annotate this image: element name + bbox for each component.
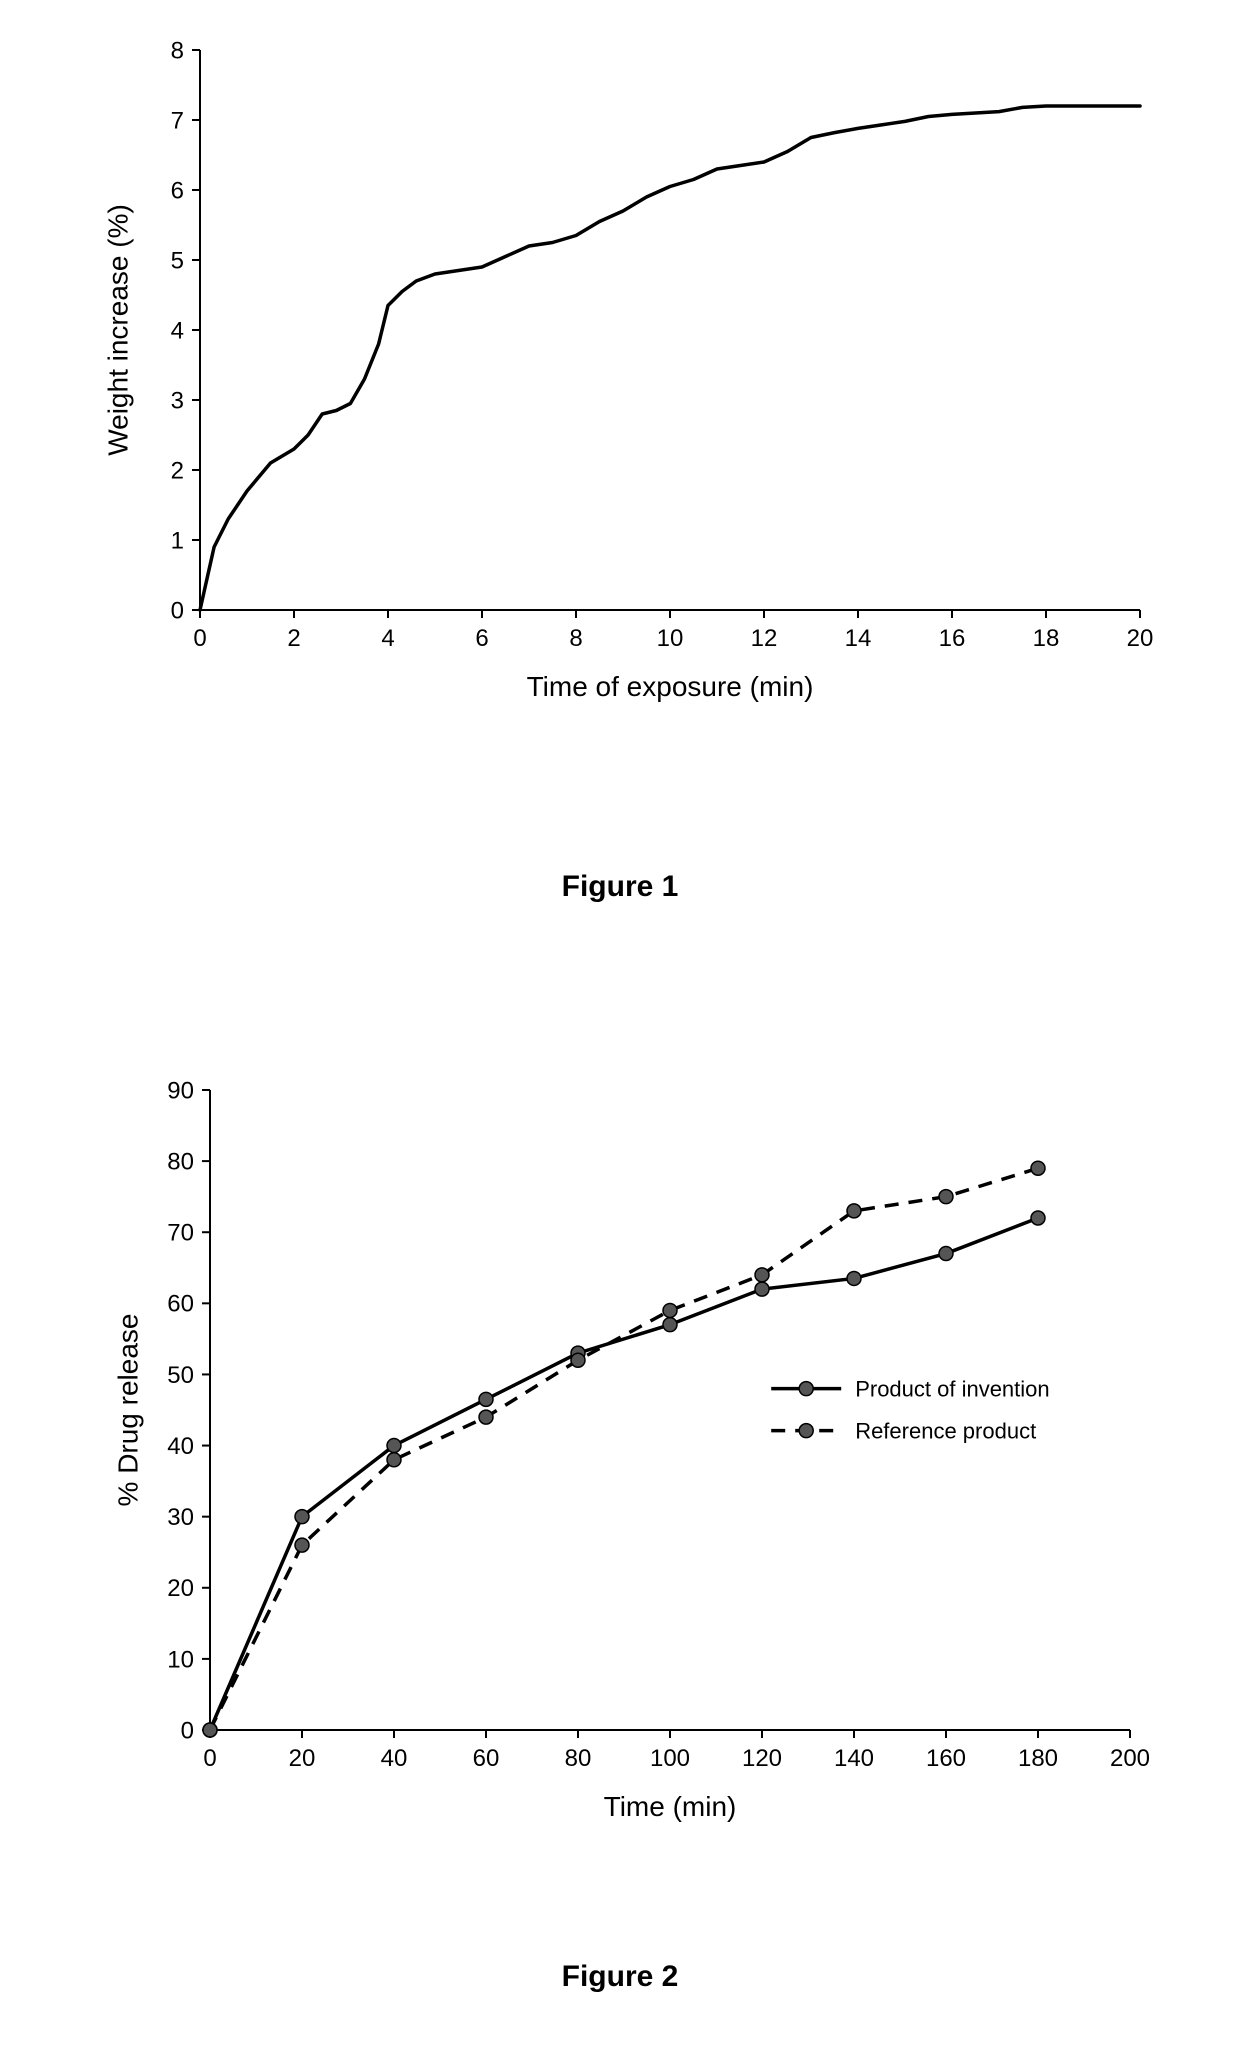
- svg-text:60: 60: [473, 1745, 500, 1772]
- svg-text:1: 1: [171, 527, 184, 554]
- svg-text:6: 6: [171, 177, 184, 204]
- svg-text:4: 4: [171, 317, 184, 344]
- svg-text:Reference product: Reference product: [855, 1418, 1036, 1443]
- svg-text:80: 80: [167, 1149, 194, 1176]
- svg-text:180: 180: [1018, 1745, 1058, 1772]
- svg-text:10: 10: [657, 625, 684, 652]
- svg-text:Time of exposure (min): Time of exposure (min): [527, 671, 814, 702]
- svg-text:160: 160: [926, 1745, 966, 1772]
- svg-text:30: 30: [167, 1504, 194, 1531]
- svg-text:20: 20: [289, 1745, 316, 1772]
- svg-text:Product of invention: Product of invention: [855, 1376, 1049, 1401]
- figure-2-chart: 0 20 40 60 80 100 120 140 160 180 200 0 10 20 30 40 50 60…: [110, 1070, 1150, 1875]
- svg-text:40: 40: [381, 1745, 408, 1772]
- svg-text:2: 2: [287, 625, 300, 652]
- svg-text:16: 16: [939, 625, 966, 652]
- svg-text:80: 80: [565, 1745, 592, 1772]
- svg-text:18: 18: [1033, 625, 1060, 652]
- svg-text:70: 70: [167, 1220, 194, 1247]
- svg-text:5: 5: [171, 247, 184, 274]
- svg-text:40: 40: [167, 1433, 194, 1460]
- svg-text:14: 14: [845, 625, 872, 652]
- svg-text:7: 7: [171, 107, 184, 134]
- svg-text:20: 20: [167, 1575, 194, 1602]
- svg-text:0: 0: [193, 625, 206, 652]
- svg-text:3: 3: [171, 387, 184, 414]
- figure-1-caption: Figure 1: [0, 870, 1240, 904]
- svg-text:120: 120: [742, 1745, 782, 1772]
- svg-text:200: 200: [1110, 1745, 1150, 1772]
- svg-text:10: 10: [167, 1646, 194, 1673]
- figure-1-chart: 02468101214161820012345678Time of exposu…: [100, 30, 1160, 755]
- svg-text:Time (min): Time (min): [604, 1791, 737, 1822]
- svg-text:8: 8: [171, 37, 184, 64]
- svg-text:20: 20: [1127, 625, 1154, 652]
- svg-text:12: 12: [751, 625, 778, 652]
- svg-text:0: 0: [203, 1745, 216, 1772]
- svg-text:50: 50: [167, 1362, 194, 1389]
- svg-text:% Drug release: % Drug release: [113, 1314, 144, 1507]
- page: 02468101214161820012345678Time of exposu…: [0, 0, 1240, 2049]
- figure-2-caption: Figure 2: [0, 1960, 1240, 1994]
- svg-text:4: 4: [381, 625, 394, 652]
- svg-text:Weight increase (%): Weight increase (%): [103, 204, 134, 456]
- svg-text:0: 0: [171, 597, 184, 624]
- svg-text:100: 100: [650, 1745, 690, 1772]
- svg-text:0: 0: [181, 1717, 194, 1744]
- svg-text:140: 140: [834, 1745, 874, 1772]
- svg-text:2: 2: [171, 457, 184, 484]
- svg-text:6: 6: [475, 625, 488, 652]
- svg-text:90: 90: [167, 1077, 194, 1104]
- svg-text:60: 60: [167, 1291, 194, 1318]
- svg-text:8: 8: [569, 625, 582, 652]
